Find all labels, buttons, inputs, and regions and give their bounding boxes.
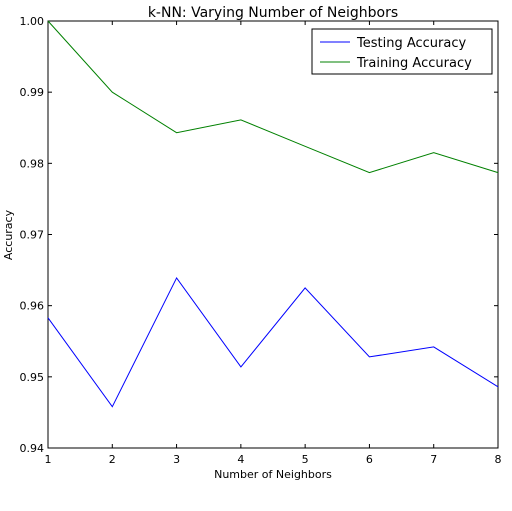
x-tick-label: 1 [45, 453, 52, 466]
y-tick-label: 0.99 [20, 86, 45, 99]
ticks: 1 2 3 4 5 6 7 8 0.94 0.95 0.96 0.97 0.98 0.99 1.00 [20, 15, 502, 466]
y-tick-label: 0.98 [20, 157, 45, 170]
legend-box [311, 28, 493, 75]
plot-area [47, 20, 499, 449]
x-tick-label: 3 [173, 453, 180, 466]
x-tick-label: 2 [109, 453, 116, 466]
series-line-0 [47, 276, 499, 408]
y-tick-label: 0.95 [20, 371, 45, 384]
y-tick-label: 0.97 [20, 229, 45, 242]
y-axis-label: Accuracy [2, 209, 15, 260]
x-tick-label: 7 [430, 453, 437, 466]
x-tick-label: 6 [366, 453, 373, 466]
legend-label: Training Accuracy [356, 56, 472, 71]
legend-label: Testing Accuracy [356, 36, 466, 51]
y-tick-label: 0.96 [20, 300, 45, 313]
series-line-1 [47, 20, 499, 174]
y-tick-label: 0.94 [20, 442, 45, 455]
x-tick-label: 8 [495, 453, 502, 466]
y-tick-label: 1.00 [20, 15, 45, 28]
x-tick-label: 5 [302, 453, 309, 466]
series-lines [47, 20, 499, 408]
x-tick-label: 4 [237, 453, 244, 466]
chart-title: k-NN: Varying Number of Neighbors [148, 5, 398, 21]
legend: Testing Accuracy Training Accuracy [311, 28, 493, 75]
x-axis-label: Number of Neighbors [214, 468, 332, 481]
